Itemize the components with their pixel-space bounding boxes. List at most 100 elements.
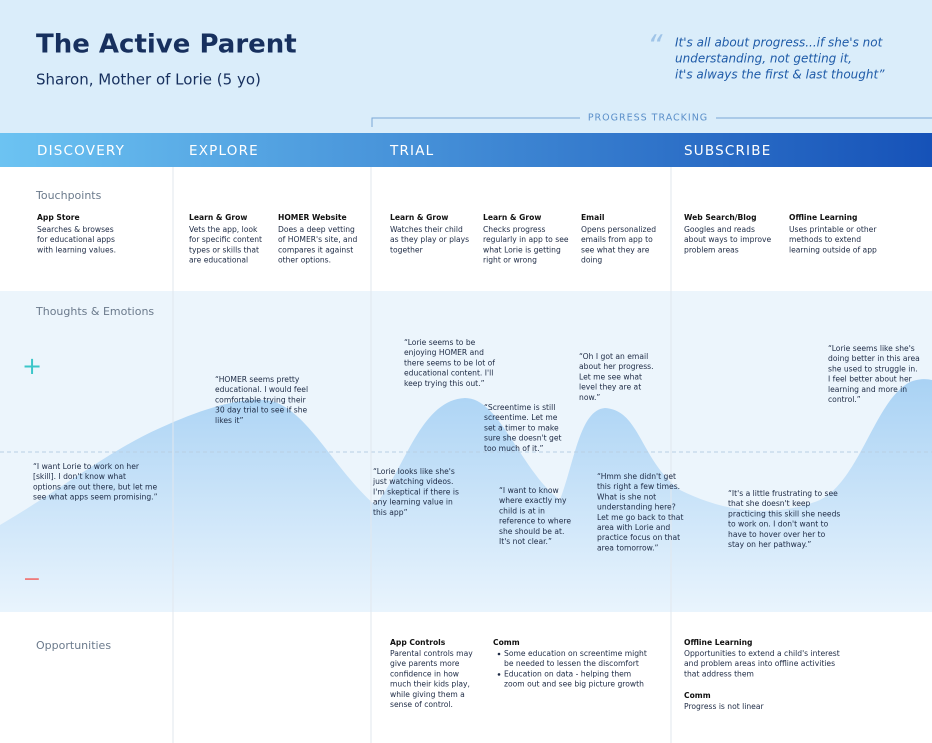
touchpoint-text: Vets the app, look <box>189 225 258 234</box>
touchpoint-text: are educational <box>189 256 248 265</box>
thought-text: Let me see what <box>579 372 642 381</box>
touchpoint-text: as they play or plays <box>390 235 469 244</box>
thought-text: now.” <box>579 393 600 402</box>
bullet <box>497 652 501 656</box>
touchpoint-title: Web Search/Blog <box>684 213 757 222</box>
touchpoint-text: see what they are <box>581 245 650 254</box>
touchpoint-text: other options. <box>278 256 331 265</box>
phase-label: SUBSCRIBE <box>684 143 771 159</box>
opportunity-text: much their kids play, <box>390 680 470 689</box>
thought-text: she should be at. <box>499 527 564 536</box>
opportunity-text: Some education on screentime might <box>504 649 647 658</box>
thought-text: “I want Lorie to work on her <box>33 462 140 471</box>
touchpoints-bg <box>0 167 932 291</box>
thought-text: practicing this skill she needs <box>728 509 840 518</box>
opportunity-text: and problem areas into offline activitie… <box>684 659 835 668</box>
thought-text: area tomorrow.” <box>597 543 659 552</box>
thought-text: stay on her pathway.” <box>728 540 811 549</box>
phase-label: TRIAL <box>389 143 434 159</box>
touchpoint-title: Offline Learning <box>789 213 857 222</box>
touchpoint-text: about ways to improve <box>684 235 772 244</box>
thought-text: “Lorie looks like she's <box>373 467 455 476</box>
opportunity-text: Progress is not linear <box>684 702 765 711</box>
thought-text: there seems to be lot of <box>404 358 495 367</box>
thought-text: control.” <box>828 395 861 404</box>
touchpoint-title: App Store <box>37 213 80 222</box>
thought-text: “I want to know <box>499 486 559 495</box>
touchpoint-title: Learn & Grow <box>189 213 247 222</box>
subtitle: Sharon, Mother of Lorie (5 yo) <box>36 71 261 89</box>
thought-text: where exactly my <box>499 496 567 505</box>
touchpoint-text: methods to extend <box>789 235 861 244</box>
touchpoint-text: problem areas <box>684 245 739 254</box>
touchpoint-text: for educational apps <box>37 235 115 244</box>
quote-line: it's always the first & last thought” <box>675 68 885 82</box>
thought-text: It's not clear.” <box>499 537 552 546</box>
thought-text: practice focus on that <box>597 533 680 542</box>
phase-bar <box>0 133 932 167</box>
section-label: Opportunities <box>36 639 111 652</box>
thought-text: child is at in <box>499 506 545 515</box>
thought-text: I feel better about her <box>828 375 913 384</box>
phase-label: DISCOVERY <box>37 143 125 159</box>
touchpoint-title: Email <box>581 213 604 222</box>
touchpoint-text: Does a deep vetting <box>278 225 355 234</box>
quote-line: It's all about progress...if she's not <box>675 36 884 50</box>
thought-text: educational content. I'll <box>404 369 493 378</box>
minus-icon: − <box>23 567 41 592</box>
touchpoint-title: HOMER Website <box>278 213 347 222</box>
thought-text: Let me go back to that <box>597 513 683 522</box>
opportunity-text: sense of control. <box>390 700 453 709</box>
touchpoint-text: learning outside of app <box>789 245 877 254</box>
touchpoint-text: doing <box>581 256 602 265</box>
plus-icon: + <box>22 352 42 380</box>
quote-mark: “ <box>647 30 663 65</box>
touchpoint-text: right or wrong <box>483 256 537 265</box>
header-bg <box>0 0 932 133</box>
thought-text: “HOMER seems pretty <box>215 375 300 384</box>
thought-text: enjoying HOMER and <box>404 348 484 357</box>
thought-text: level they are at <box>579 383 641 392</box>
thought-text: see what apps seem promising.” <box>33 493 158 502</box>
touchpoint-text: regularly in app to see <box>483 235 569 244</box>
thought-text: this right a few times. <box>597 482 680 491</box>
thought-text: about her progress. <box>579 362 654 371</box>
touchpoint-text: Opens personalized <box>581 225 656 234</box>
thought-text: What is she not <box>597 492 656 501</box>
opportunity-text: zoom out and see big picture growth <box>504 680 644 689</box>
thought-text: “Hmm she didn't get <box>597 472 676 481</box>
thought-text: likes it” <box>215 416 243 425</box>
opportunity-text: Parental controls may <box>390 649 473 658</box>
quote-line: understanding, not getting it, <box>675 52 852 66</box>
thought-text: any learning value in <box>373 498 453 507</box>
thought-text: she used to struggle in. <box>828 364 918 373</box>
phase-label: EXPLORE <box>189 143 259 159</box>
thought-text: this app” <box>373 508 408 517</box>
touchpoint-text: emails from app to <box>581 235 653 244</box>
opportunity-text: Education on data - helping them <box>504 669 631 678</box>
touchpoint-text: Googles and reads <box>684 225 755 234</box>
thought-text: educational. I would feel <box>215 385 308 394</box>
thought-text: doing better in this area <box>828 354 920 363</box>
opportunity-title: Comm <box>684 691 711 700</box>
thought-text: [skill]. I don't know what <box>33 472 126 481</box>
thought-text: have to hover over her to <box>728 530 826 539</box>
opportunity-text: Opportunities to extend a child's intere… <box>684 649 840 658</box>
section-label: Thoughts & Emotions <box>35 305 154 318</box>
thought-text: “Screentime is still <box>484 403 555 412</box>
opportunity-text: while giving them a <box>390 690 465 699</box>
thought-text: that she doesn't keep <box>728 499 811 508</box>
touchpoint-text: Searches & browses <box>37 225 114 234</box>
thought-text: comfortable trying their <box>215 395 307 404</box>
thought-text: keep trying this out.” <box>404 379 485 388</box>
touchpoint-text: Uses printable or other <box>789 225 877 234</box>
thought-text: understanding here? <box>597 503 676 512</box>
opportunity-text: give parents more <box>390 659 460 668</box>
emotion-curve <box>0 379 932 612</box>
thought-text: set a timer to make <box>484 423 559 432</box>
opportunity-text: be needed to lessen the discomfort <box>504 659 639 668</box>
touchpoint-text: types or skills that <box>189 245 259 254</box>
opportunities-bg <box>0 612 932 743</box>
title: The Active Parent <box>36 30 297 60</box>
